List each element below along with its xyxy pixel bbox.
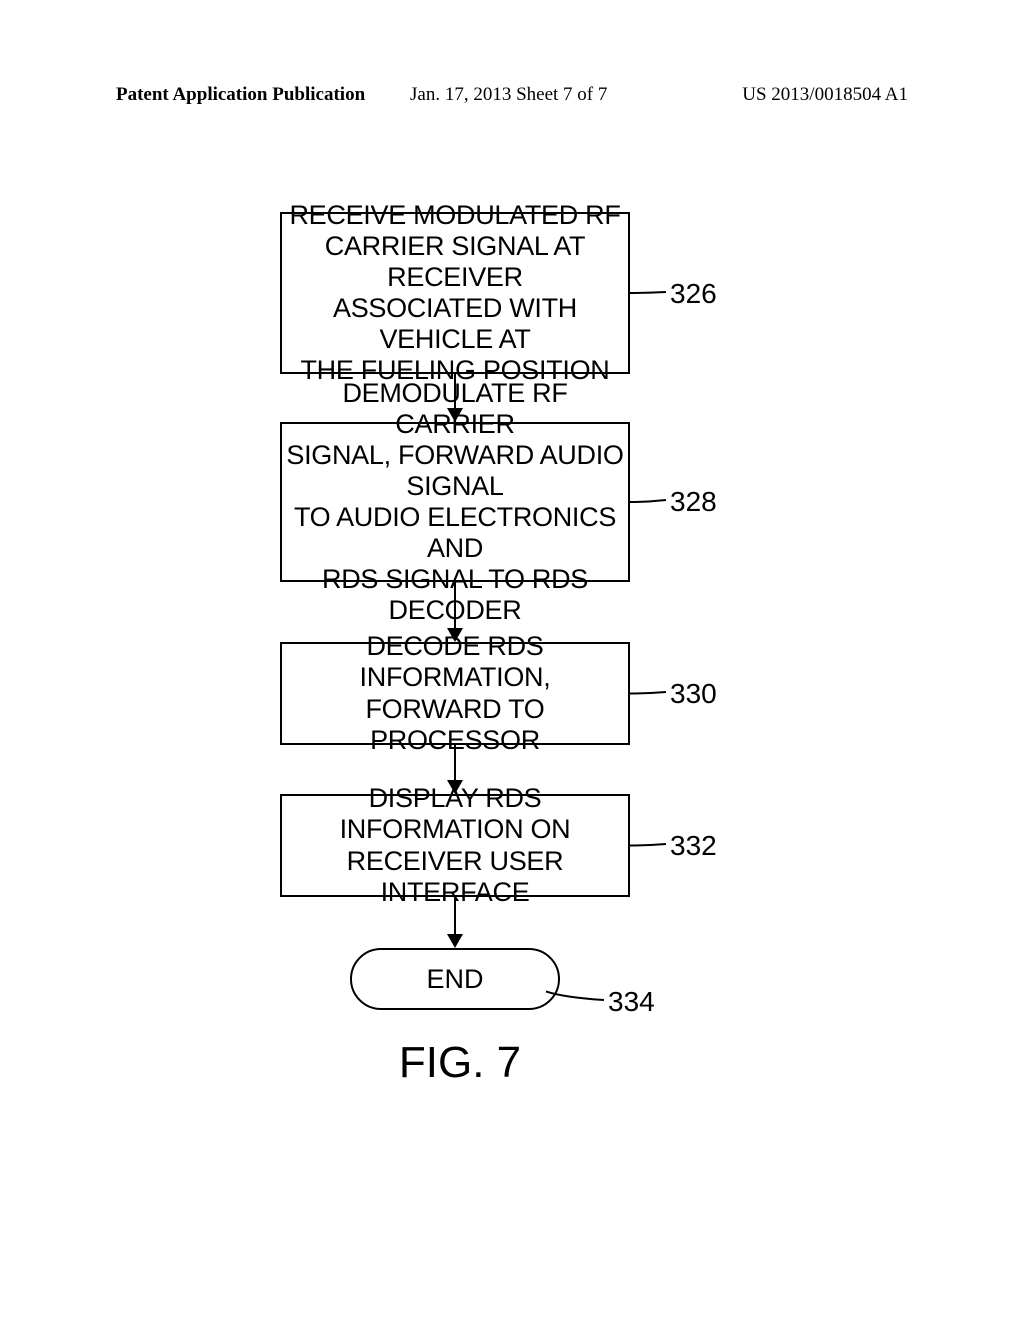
header-right: US 2013/0018504 A1 bbox=[742, 84, 908, 106]
page-header: Patent Application Publication Jan. 17, … bbox=[0, 84, 1024, 106]
leader-line bbox=[0, 180, 1024, 1180]
ref-label-334: 334 bbox=[608, 986, 655, 1018]
flowchart-diagram: RECEIVE MODULATED RFCARRIER SIGNAL AT RE… bbox=[0, 180, 1024, 1180]
flow-arrow-head bbox=[447, 628, 463, 642]
header-left: Patent Application Publication bbox=[116, 84, 365, 106]
header-center: Jan. 17, 2013 Sheet 7 of 7 bbox=[410, 84, 607, 106]
flow-arrow-line bbox=[454, 374, 456, 412]
flow-arrow-line bbox=[454, 745, 456, 784]
flow-arrow-line bbox=[454, 582, 456, 632]
flow-arrow-line bbox=[454, 897, 456, 938]
figure-caption: FIG. 7 bbox=[360, 1038, 560, 1088]
flow-arrow-head bbox=[447, 408, 463, 422]
flow-arrow-head bbox=[447, 934, 463, 948]
flow-arrow-head bbox=[447, 780, 463, 794]
